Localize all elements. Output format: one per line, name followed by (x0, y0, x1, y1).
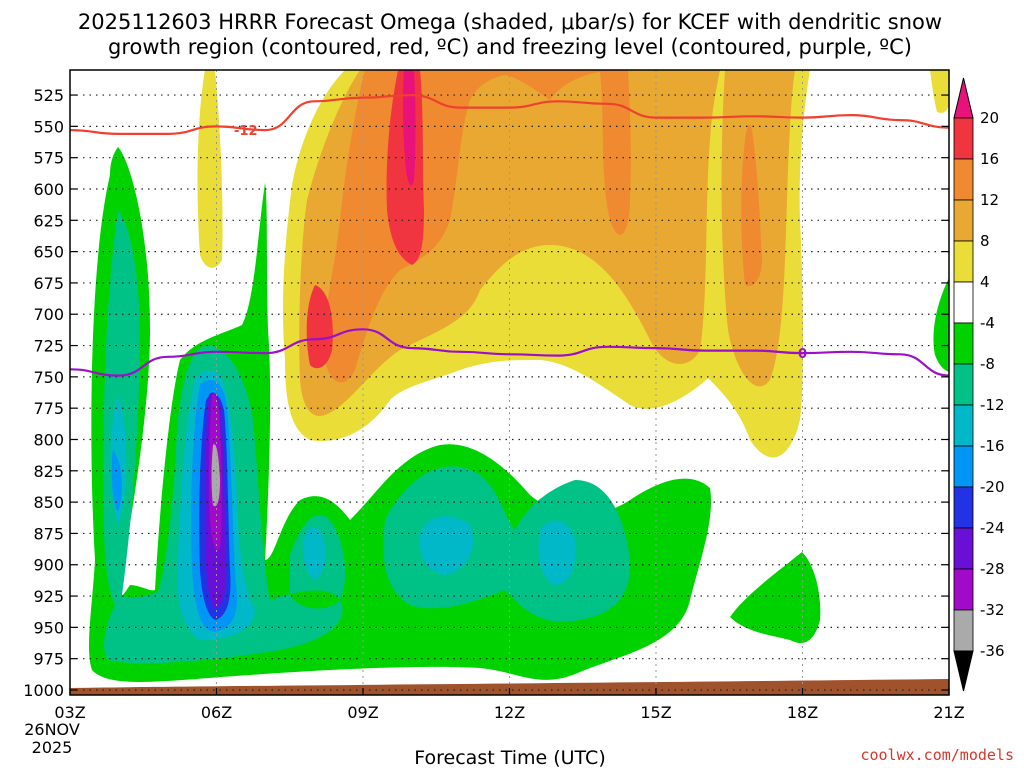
omega-magenta (402, 70, 416, 186)
colorbar-bin-10 (953, 527, 974, 570)
colorbar-bin-4 (953, 281, 974, 324)
x-tick-label-03Z: 03Z (54, 703, 85, 722)
y-tick-label-600: 600 (33, 180, 64, 199)
colorbar-bin-3 (953, 240, 974, 283)
contour-lines: -12 0 (69, 93, 950, 377)
colorbar-label-4: 4 (980, 273, 990, 291)
dgz-contour-minus12-label: -12 (234, 124, 258, 139)
y-tick-label-850: 850 (33, 493, 64, 512)
colorbar-bin-6 (953, 363, 974, 406)
colorbar-label-12: -32 (980, 601, 1005, 619)
y-tick-label-900: 900 (33, 556, 64, 575)
colorbar-label-9: -20 (980, 478, 1005, 496)
y-tick-label-775: 775 (33, 399, 64, 418)
colorbar-bin-2 (953, 199, 974, 242)
omega-red (306, 70, 424, 369)
omega-green-right (730, 552, 821, 644)
y-tick-label-875: 875 (33, 524, 64, 543)
chart-title-line-2: growth region (contoured, red, ºC) and f… (108, 35, 912, 59)
x-tick-label-15Z: 15Z (640, 703, 671, 722)
x-axis-label: Forecast Time (UTC) (414, 747, 605, 768)
y-tick-label-525: 525 (33, 86, 64, 105)
date-line-2: 2025 (32, 738, 73, 757)
y-tick-label-700: 700 (33, 305, 64, 324)
colorbar-bin-7 (953, 404, 974, 447)
x-axis-ticks: 03Z 06Z 09Z 12Z 15Z 18Z 21Z (54, 688, 965, 722)
y-tick-label-925: 925 (33, 587, 64, 606)
colorbar-bin-9 (953, 486, 974, 529)
y-tick-label-575: 575 (33, 149, 64, 168)
date-line-1: 26NOV (24, 720, 80, 739)
grid-lines (70, 70, 949, 695)
colorbar-bottom-arrow (953, 650, 974, 692)
colorbar-bin-1 (953, 158, 974, 201)
freezing-level-contour-0 (69, 328, 950, 377)
colorbar-label-8: -16 (980, 437, 1005, 455)
freezing-level-contour-0-label: 0 (798, 347, 807, 362)
y-axis-ticks: 525 550 575 600 625 650 675 700 725 750 775 800 825 8… (23, 86, 949, 700)
colorbar-bin-8 (953, 445, 974, 488)
y-tick-label-950: 950 (33, 618, 64, 637)
colorbar-label-7: -12 (980, 396, 1005, 414)
y-tick-label-750: 750 (33, 368, 64, 387)
colorbar-bin-12 (953, 609, 974, 652)
y-tick-label-975: 975 (33, 650, 64, 669)
colorbar-bin-0 (953, 117, 974, 160)
colorbar-label-3: 8 (980, 232, 990, 250)
x-tick-label-09Z: 09Z (347, 703, 378, 722)
y-tick-label-825: 825 (33, 462, 64, 481)
credit-text: coolwx.com/models (860, 746, 1014, 764)
colorbar-label-10: -24 (980, 519, 1005, 537)
x-tick-label-12Z: 12Z (494, 703, 525, 722)
x-tick-label-18Z: 18Z (787, 703, 818, 722)
terrain-surface (70, 679, 949, 695)
colorbar-label-0: 20 (980, 109, 999, 127)
colorbar-label-1: 16 (980, 150, 999, 168)
y-tick-label-675: 675 (33, 274, 64, 293)
y-tick-label-625: 625 (33, 211, 64, 230)
colorbar-top-arrow (953, 77, 974, 119)
x-tick-label-06Z: 06Z (201, 703, 232, 722)
colorbar: 20 16 12 8 4 -4 -8 -12 -16 -20 -24 -28 -32 -36 (953, 77, 1005, 692)
colorbar-label-6: -8 (980, 355, 995, 373)
colorbar-bin-5 (953, 322, 974, 365)
omega-orange (323, 70, 762, 383)
omega-green-edge (933, 278, 949, 372)
colorbar-label-5: -4 (980, 314, 995, 332)
y-tick-label-650: 650 (33, 243, 64, 262)
colorbar-bin-11 (953, 568, 974, 611)
y-tick-label-725: 725 (33, 337, 64, 356)
chart-title-line-1: 2025112603 HRRR Forecast Omega (shaded, … (78, 10, 942, 34)
colorbar-label-2: 12 (980, 191, 999, 209)
y-tick-label-550: 550 (33, 117, 64, 136)
x-tick-label-21Z: 21Z (933, 703, 964, 722)
omega-shading (88, 70, 949, 682)
y-tick-label-1000: 1000 (23, 681, 64, 700)
omega-gray (211, 444, 220, 507)
colorbar-label-13: -36 (980, 642, 1005, 660)
y-tick-label-800: 800 (33, 430, 64, 449)
dgz-contour-minus12 (69, 93, 950, 135)
colorbar-label-11: -28 (980, 560, 1005, 578)
